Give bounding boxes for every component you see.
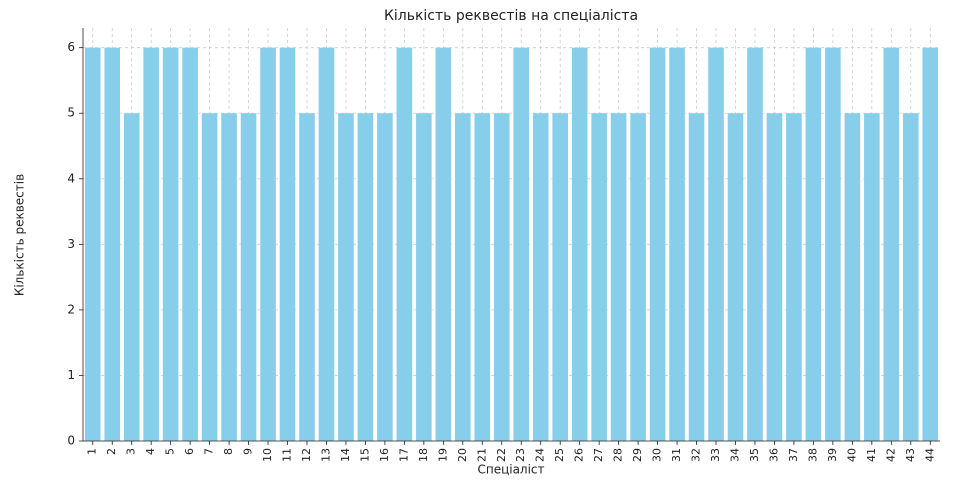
bar xyxy=(571,47,588,442)
x-tick-label: 23 xyxy=(514,448,527,462)
x-tick-label: 28 xyxy=(612,448,625,462)
bar xyxy=(708,47,724,442)
x-tick-label: 27 xyxy=(592,448,605,462)
x-tick-label: 9 xyxy=(242,448,255,455)
bar xyxy=(922,47,939,442)
x-tick-label: 35 xyxy=(748,448,761,462)
y-tick-label: 6 xyxy=(67,40,75,54)
bar xyxy=(84,47,101,442)
x-tick-label: 26 xyxy=(573,448,586,462)
bar xyxy=(688,113,705,441)
bar xyxy=(104,47,121,442)
bar xyxy=(221,113,237,441)
x-tick-label: 2 xyxy=(105,448,118,455)
x-tick-label: 41 xyxy=(865,448,878,462)
bar xyxy=(377,113,393,441)
bar xyxy=(474,113,491,441)
x-tick-label: 8 xyxy=(222,448,235,455)
x-tick-label: 16 xyxy=(378,448,391,462)
x-tick-label: 10 xyxy=(261,448,274,462)
x-tick-label: 30 xyxy=(651,448,664,462)
chart-title: Кількість реквестів на спеціаліста xyxy=(384,8,638,24)
x-tick-label: 25 xyxy=(553,448,566,462)
bar xyxy=(240,113,257,441)
bar xyxy=(805,47,822,442)
x-tick-label: 42 xyxy=(884,448,897,462)
x-tick-label: 13 xyxy=(319,448,332,462)
x-tick-label: 5 xyxy=(164,448,177,455)
bar xyxy=(610,113,627,441)
bar xyxy=(902,113,919,441)
bar xyxy=(318,47,335,442)
x-tick-label: 11 xyxy=(281,448,294,462)
bar xyxy=(201,113,218,441)
x-tick-label: 37 xyxy=(787,448,800,462)
x-tick-label: 32 xyxy=(690,448,703,462)
x-tick-label: 40 xyxy=(845,448,858,462)
bar xyxy=(825,47,841,442)
bar xyxy=(435,47,452,442)
x-tick-label: 3 xyxy=(125,448,138,455)
bar xyxy=(591,113,607,441)
y-tick-label: 5 xyxy=(67,106,75,120)
bar xyxy=(455,113,471,441)
y-tick-label: 4 xyxy=(67,171,75,185)
x-tick-label: 22 xyxy=(495,448,508,462)
bar xyxy=(727,113,744,441)
x-tick-label: 1 xyxy=(86,448,99,455)
bar xyxy=(299,113,315,441)
x-tick-label: 33 xyxy=(709,448,722,462)
x-tick-label: 14 xyxy=(339,448,352,462)
x-tick-label: 39 xyxy=(826,448,839,462)
x-tick-label: 31 xyxy=(670,448,683,462)
x-tick-label: 29 xyxy=(631,448,644,462)
bar xyxy=(883,47,900,442)
y-tick-label: 3 xyxy=(67,237,75,251)
x-tick-label: 19 xyxy=(436,448,449,462)
bar xyxy=(649,47,666,442)
y-axis-label: Кількість реквестів xyxy=(13,174,27,296)
x-tick-label: 15 xyxy=(358,448,371,462)
bar xyxy=(260,47,276,442)
x-axis-label: Спеціаліст xyxy=(477,463,544,477)
x-tick-label: 4 xyxy=(144,448,157,455)
bar xyxy=(844,113,861,441)
x-tick-label: 7 xyxy=(203,448,216,455)
x-tick-label: 12 xyxy=(300,448,313,462)
x-tick-label: 38 xyxy=(806,448,819,462)
y-tick-label: 2 xyxy=(67,302,75,316)
bar xyxy=(532,113,549,441)
bar xyxy=(123,113,140,441)
bar xyxy=(786,113,802,441)
bar xyxy=(357,113,374,441)
x-tick-label: 18 xyxy=(417,448,430,462)
x-tick-label: 17 xyxy=(397,448,410,462)
bar xyxy=(182,47,198,442)
bar xyxy=(864,113,880,441)
bar xyxy=(493,113,510,441)
x-tick-label: 24 xyxy=(534,448,547,462)
bar xyxy=(669,47,685,442)
x-tick-label: 21 xyxy=(475,448,488,462)
bar xyxy=(143,47,159,442)
x-tick-label: 6 xyxy=(183,448,196,455)
y-tick-label: 0 xyxy=(67,434,75,448)
x-tick-label: 36 xyxy=(767,448,780,462)
bar xyxy=(747,47,763,442)
bar xyxy=(766,113,783,441)
x-tick-label: 20 xyxy=(456,448,469,462)
bar xyxy=(630,113,646,441)
bar xyxy=(279,47,296,442)
y-tick-label: 1 xyxy=(67,368,75,382)
bar xyxy=(552,113,568,441)
x-tick-label: 34 xyxy=(728,448,741,462)
x-tick-label: 43 xyxy=(904,448,917,462)
bar xyxy=(513,47,530,442)
bar xyxy=(416,113,432,441)
bar xyxy=(338,113,354,441)
bar xyxy=(162,47,179,442)
bar xyxy=(396,47,413,442)
x-tick-label: 44 xyxy=(923,448,936,462)
